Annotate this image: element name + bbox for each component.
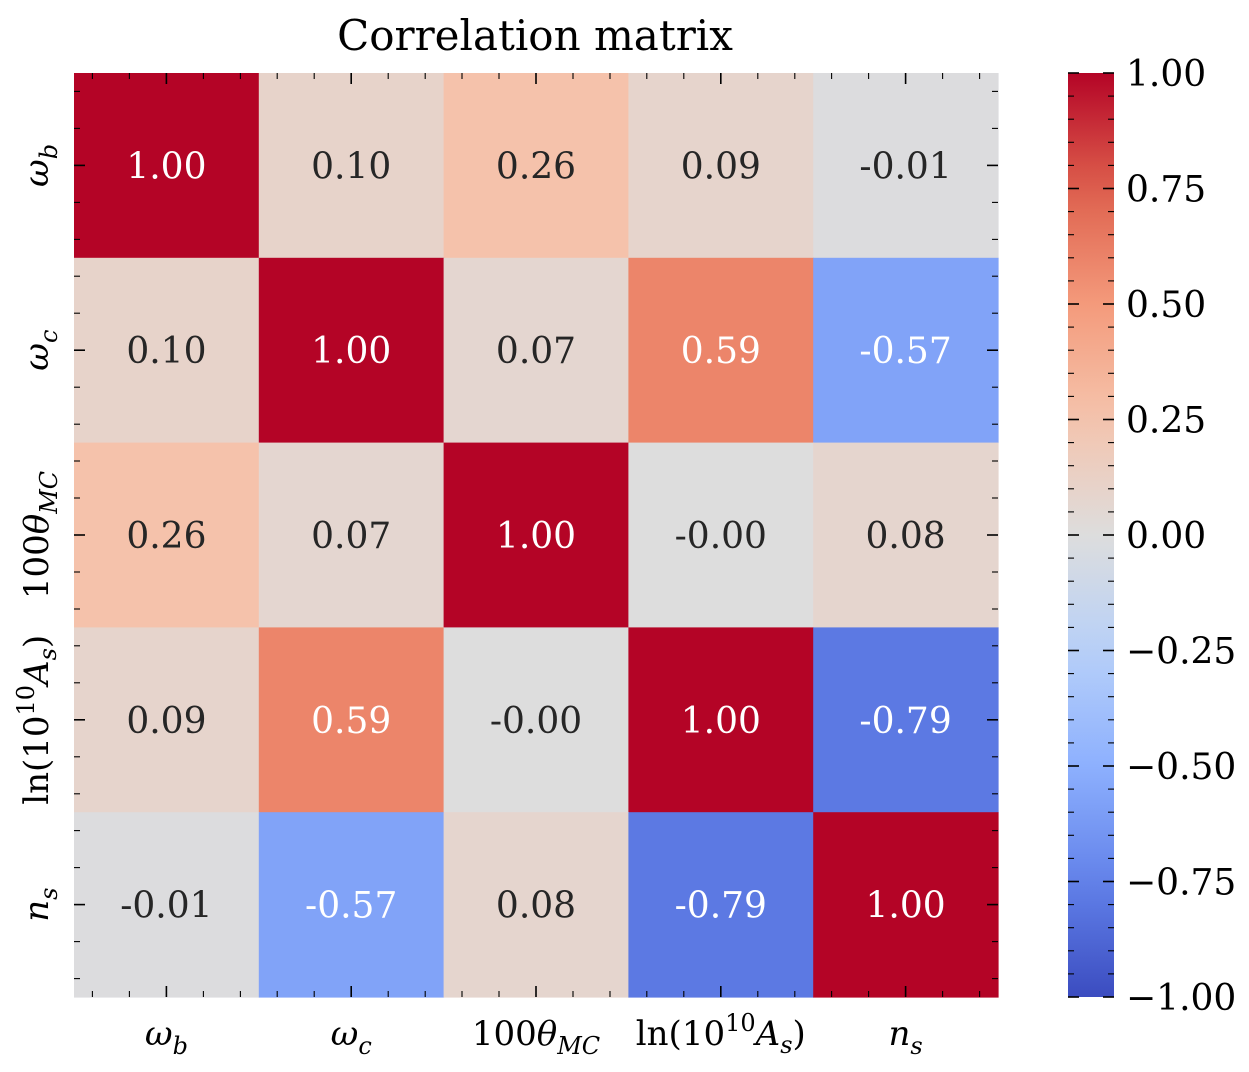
heatmap-cell — [258, 257, 445, 444]
tick-label: ωb — [17, 144, 63, 187]
cell-value-label: -0.57 — [305, 886, 397, 927]
cell-value-label: 1.00 — [866, 886, 946, 927]
cell-value-label: 1.00 — [496, 516, 576, 557]
heatmap-cell — [813, 442, 999, 628]
heatmap-cell — [258, 812, 445, 998]
y-tick-labels: ωb ωc 100θMC ln(1010As) ns — [12, 144, 63, 922]
cell-value-label: 0.26 — [126, 516, 206, 557]
colorbar-tick-label: −0.25 — [1126, 632, 1236, 673]
colorbar-ticks — [1068, 72, 1114, 998]
heatmap-cell — [74, 812, 260, 998]
cell-value-label: -0.79 — [859, 701, 951, 742]
cell-value-label: -0.00 — [490, 701, 582, 742]
heatmap-cell — [74, 73, 260, 259]
cell-value-label: -0.00 — [675, 516, 767, 557]
cell-value-label: 0.08 — [496, 886, 576, 927]
tick-label: ln(1010As) — [636, 1009, 806, 1059]
heatmap-cell — [813, 627, 999, 813]
cell-value-label: 0.09 — [126, 701, 206, 742]
cell-value-label: 0.59 — [311, 701, 391, 742]
cell-value-label: 0.10 — [126, 331, 206, 372]
heatmap-cell — [74, 257, 260, 444]
heatmap-cell — [258, 442, 445, 628]
tick-label: 100θMC — [472, 1014, 600, 1060]
cell-value-label: -0.57 — [859, 331, 951, 372]
cell-value-label: 0.59 — [681, 331, 761, 372]
heatmap-cell — [443, 627, 629, 813]
heatmap-ticks — [74, 73, 998, 997]
colorbar-tick-labels: 1.00 0.75 0.50 0.25 0.00 −0.25 −0.50 −0.75 −1.00 — [1126, 54, 1236, 1019]
colorbar-tick-label: −0.50 — [1126, 747, 1236, 788]
tick-label: ωb — [145, 1014, 188, 1060]
chart-title: Correlation matrix — [337, 11, 733, 60]
heatmap-cells — [74, 73, 999, 998]
tick-label: 100θMC — [17, 471, 63, 599]
cell-value-label: -0.79 — [675, 886, 767, 927]
heatmap-cell — [813, 257, 999, 444]
colorbar-tick-label: 0.25 — [1126, 401, 1206, 442]
tick-label: ωc — [331, 1014, 372, 1060]
heatmap-cell — [74, 442, 260, 628]
heatmap-cell — [628, 257, 814, 444]
cell-value-label: 0.07 — [311, 516, 391, 557]
heatmap-cell — [628, 812, 814, 998]
cell-value-label: 0.10 — [311, 146, 391, 187]
cell-value-label: 0.26 — [496, 146, 576, 187]
cell-value-label: -0.01 — [120, 886, 212, 927]
heatmap-cell — [443, 73, 629, 259]
colorbar: 1.00 0.75 0.50 0.25 0.00 −0.25 −0.50 −0.75 −1.00 — [1068, 54, 1236, 1019]
heatmap-cell — [443, 812, 629, 998]
colorbar-tick-label: 0.50 — [1126, 285, 1206, 326]
colorbar-tick-label: 0.00 — [1126, 516, 1206, 557]
tick-label: ns — [888, 1014, 922, 1060]
colorbar-tick-label: 0.75 — [1126, 170, 1206, 211]
heatmap-cell — [74, 627, 260, 813]
x-tick-labels: ωb ωc 100θMC ln(1010As) ns — [145, 1009, 923, 1060]
cell-value-label: 0.08 — [866, 516, 946, 557]
heatmap-cell-labels: 1.00 0.10 0.26 0.09 -0.01 0.10 1.00 0.07 0.59 -0.… — [120, 146, 952, 926]
cell-value-label: 0.09 — [681, 146, 761, 187]
tick-label: ln(1010As) — [12, 635, 62, 805]
heatmap-cell — [628, 442, 814, 628]
cell-value-label: 0.07 — [496, 331, 576, 372]
heatmap-cell — [628, 73, 814, 259]
colorbar-tick-label: −0.75 — [1126, 863, 1236, 904]
heatmap-cell — [813, 812, 999, 998]
cell-value-label: 1.00 — [681, 701, 761, 742]
tick-label: ωc — [17, 330, 63, 371]
heatmap-cell — [258, 627, 445, 813]
colorbar-tick-label: −1.00 — [1126, 978, 1236, 1019]
heatmap-cell — [443, 442, 629, 628]
heatmap-cell — [628, 627, 814, 813]
heatmap-cell — [443, 257, 629, 444]
tick-label: ns — [17, 887, 63, 921]
colorbar-tick-label: 1.00 — [1126, 54, 1206, 95]
cell-value-label: 1.00 — [311, 331, 391, 372]
heatmap-cell — [258, 73, 445, 259]
heatmap-cell — [813, 73, 999, 259]
cell-value-label: -0.01 — [859, 146, 951, 187]
cell-value-label: 1.00 — [126, 146, 206, 187]
